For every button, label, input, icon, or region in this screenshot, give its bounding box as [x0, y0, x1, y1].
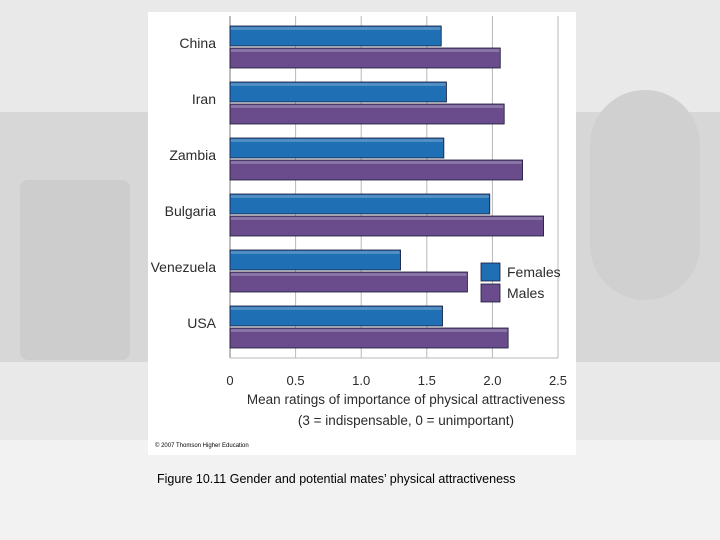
bar-highlight [231, 161, 522, 164]
legend-swatch-females [480, 262, 501, 282]
figure-caption: Figure 10.11 Gender and potential mates’… [157, 472, 516, 486]
bar-males-zambia [229, 159, 523, 181]
legend-label-females: Females [507, 264, 561, 280]
x-tick-label: 0 [226, 373, 233, 388]
background-bottom [0, 440, 720, 540]
x-tick-label: 2.0 [483, 373, 501, 388]
bar-females-usa [229, 305, 443, 327]
x-tick-label: 1.0 [352, 373, 370, 388]
category-label-venezuela: Venezuela [151, 259, 217, 275]
bar-females-venezuela [229, 249, 401, 271]
background-shape-left [20, 180, 130, 360]
bar-females-zambia [229, 137, 445, 159]
bar-highlight [231, 49, 500, 52]
bar-males-usa [229, 327, 509, 349]
x-tick-label: 2.5 [549, 373, 567, 388]
bar-highlight [231, 273, 467, 276]
bar-males-iran [229, 103, 505, 125]
bar-highlight [231, 251, 400, 254]
bar-highlight [231, 217, 543, 220]
legend-swatch-males [480, 283, 501, 303]
bar-highlight [231, 307, 442, 310]
bar-chart: China Iran Zambia Bulgaria Venezuela USA 0 0.5 1… [151, 16, 567, 428]
background-shape-right [590, 90, 700, 300]
figure-panel: China Iran Zambia Bulgaria Venezuela USA 0 0.5 1… [148, 12, 576, 455]
copyright-notice: © 2007 Thomson Higher Education [155, 443, 249, 449]
bar-males-china [229, 47, 501, 69]
bar-highlight [231, 105, 504, 108]
bar-females-china [229, 25, 442, 47]
category-label-iran: Iran [192, 91, 216, 107]
category-label-usa: USA [187, 315, 216, 331]
legend-label-males: Males [507, 285, 544, 301]
bar-highlight [231, 195, 489, 198]
bar-highlight [231, 329, 508, 332]
category-label-zambia: Zambia [169, 147, 216, 163]
bar-females-bulgaria [229, 193, 491, 215]
bar-highlight [231, 139, 443, 142]
x-axis-subtitle: (3 = indispensable, 0 = unimportant) [298, 413, 514, 428]
bar-males-bulgaria [229, 215, 544, 237]
bar-females-iran [229, 81, 447, 103]
bar-males-venezuela [229, 271, 468, 293]
category-label-bulgaria: Bulgaria [165, 203, 217, 219]
bar-highlight [231, 83, 446, 86]
category-label-china: China [179, 35, 216, 51]
x-axis-title: Mean ratings of importance of physical a… [247, 392, 565, 407]
x-tick-label: 1.5 [418, 373, 436, 388]
x-tick-label: 0.5 [287, 373, 305, 388]
bar-highlight [231, 27, 441, 30]
